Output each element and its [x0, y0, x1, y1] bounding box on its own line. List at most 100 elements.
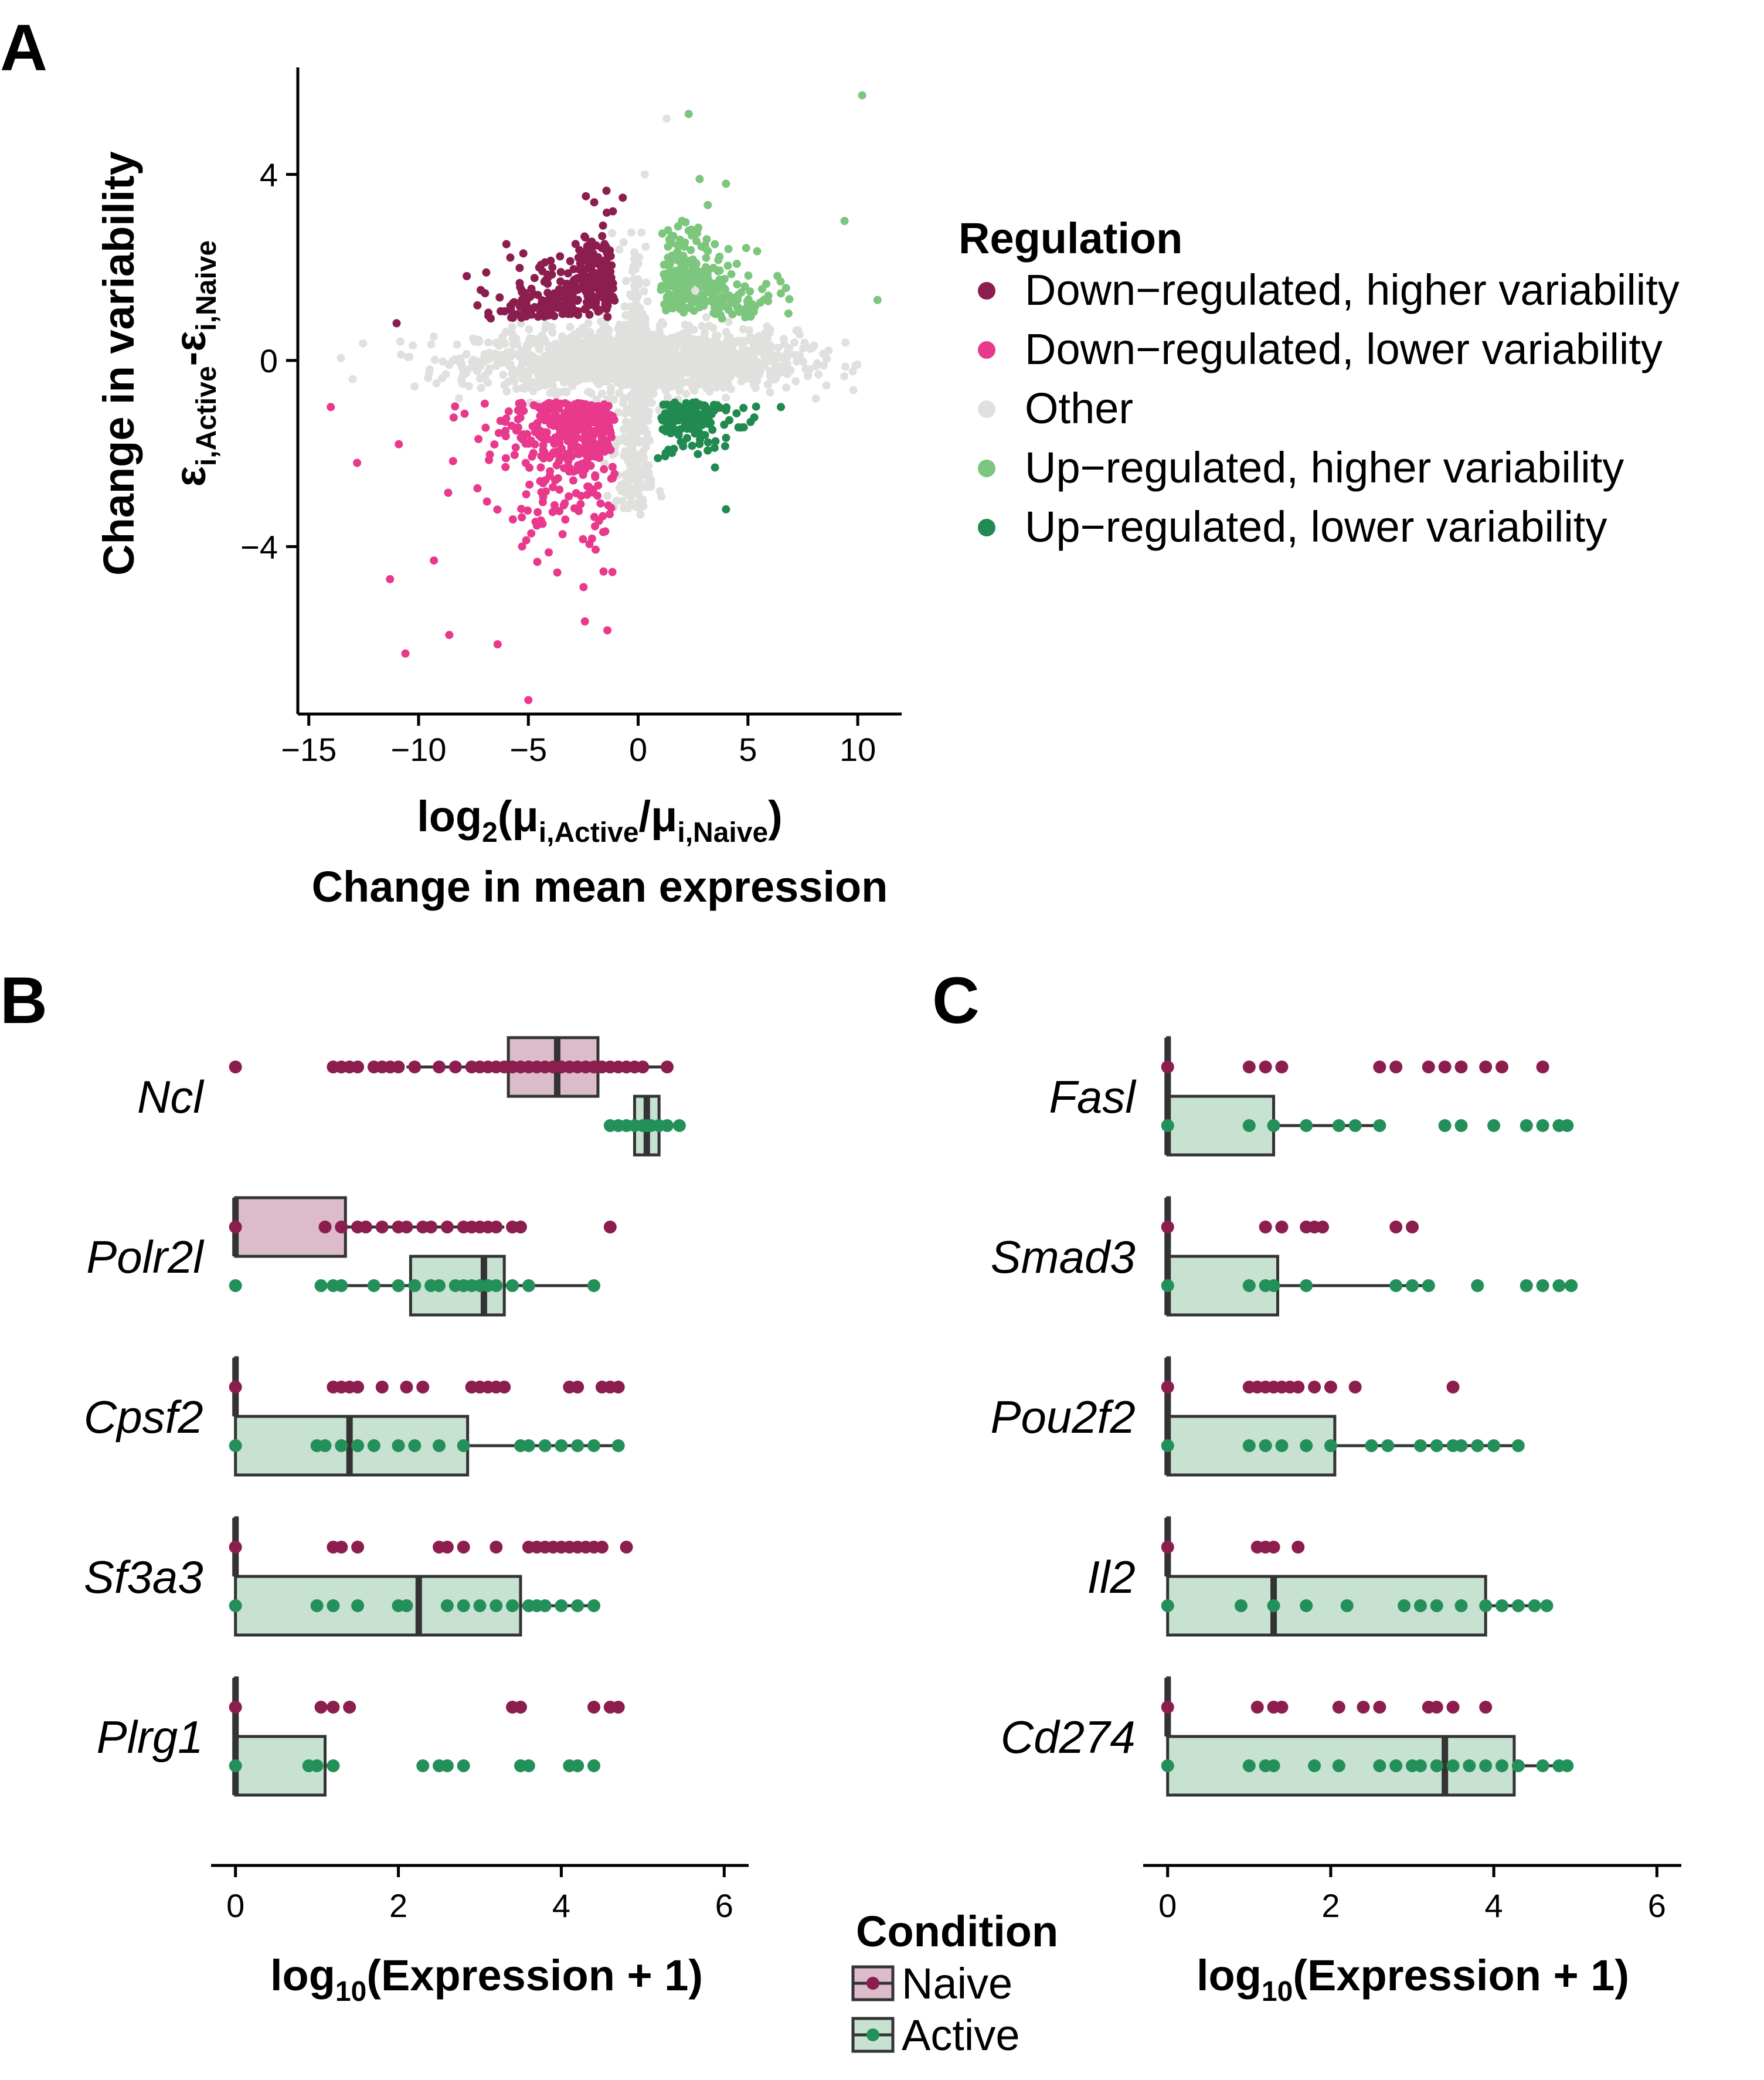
naive-point [620, 1541, 633, 1554]
point-down-higher [516, 283, 525, 291]
point-other [639, 339, 648, 348]
point-up-higher [662, 306, 671, 315]
point-down-lower [560, 499, 569, 508]
naive-point [1291, 1381, 1305, 1394]
point-other [502, 387, 511, 396]
point-down-higher [521, 312, 529, 321]
gene-label: Il2 [1087, 1551, 1135, 1603]
point-down-higher [566, 257, 575, 266]
point-other [742, 374, 750, 383]
point-other [645, 381, 654, 390]
point-other [706, 346, 715, 354]
legend-label-up-lower: Up−regulated, lower variability [1025, 502, 1607, 551]
point-up-lower [777, 403, 785, 412]
a-x-ticks: −15 −10 −5 0 5 10 [281, 714, 876, 768]
point-other [791, 351, 799, 359]
point-other [590, 350, 599, 358]
panel-letter-a: A [0, 11, 47, 84]
active-point [1340, 1599, 1354, 1612]
naive-point [595, 1541, 609, 1554]
active-point [538, 1599, 552, 1612]
point-other [574, 349, 583, 358]
a-xlabel-sub-naive: i,Naive [677, 817, 768, 848]
active-point [1520, 1119, 1533, 1132]
point-down-higher [606, 251, 615, 260]
point-down-higher [502, 240, 511, 249]
naive-point [351, 1541, 365, 1554]
point-other [822, 381, 831, 390]
point-up-higher [742, 244, 750, 252]
point-up-higher [694, 223, 703, 232]
naive-point [498, 1381, 511, 1394]
point-down-higher [590, 198, 599, 207]
gene-label: Smad3 [991, 1231, 1136, 1283]
point-down-lower [496, 416, 505, 425]
active-point [1300, 1119, 1313, 1132]
point-up-higher [681, 218, 690, 227]
point-down-lower [553, 568, 562, 577]
point-down-lower [570, 443, 579, 452]
point-up-lower [702, 414, 711, 423]
point-other [608, 229, 617, 237]
point-down-lower [504, 407, 513, 416]
point-down-lower [599, 528, 607, 536]
point-down-lower [516, 413, 525, 422]
active-point [400, 1599, 413, 1612]
point-other [508, 329, 517, 338]
gene-label: Cpsf2 [84, 1391, 203, 1443]
point-other [799, 358, 807, 366]
point-other [715, 344, 723, 352]
point-down-lower [596, 425, 604, 434]
point-other [678, 349, 687, 358]
condition-swatch-dot-active [866, 2028, 879, 2041]
legend-label-other: Other [1025, 384, 1133, 433]
point-other [702, 313, 711, 321]
point-other [712, 383, 720, 392]
point-down-higher [602, 186, 611, 195]
b-xlabel-post: (Expression + 1) [366, 1951, 703, 2000]
point-up-higher [668, 299, 677, 308]
point-up-higher [668, 270, 677, 279]
point-other [615, 245, 624, 254]
point-up-higher [744, 271, 753, 280]
active-point [335, 1279, 348, 1292]
point-up-lower [694, 417, 703, 426]
point-down-higher [484, 311, 493, 320]
active-point [506, 1599, 519, 1612]
point-other [630, 346, 638, 355]
point-other [662, 114, 671, 123]
naive-point [440, 1221, 454, 1233]
active-point [1430, 1439, 1443, 1452]
point-down-lower [590, 512, 599, 521]
point-down-lower [607, 474, 616, 483]
point-down-higher [515, 302, 524, 311]
point-up-higher [685, 304, 694, 312]
point-other [542, 320, 550, 329]
point-up-higher [687, 277, 696, 286]
a-ylabel-dash: -ε [166, 331, 215, 366]
point-other [620, 302, 629, 311]
point-other [549, 382, 558, 390]
active-point [1332, 1119, 1345, 1132]
point-other [766, 388, 774, 397]
active-point [1565, 1279, 1578, 1292]
active-point [587, 1439, 601, 1452]
point-down-lower [591, 441, 600, 450]
active-point [1406, 1279, 1419, 1292]
point-other [685, 349, 694, 358]
active-point [1540, 1599, 1554, 1612]
point-other [525, 325, 533, 334]
point-other [762, 342, 771, 351]
active-point [1161, 1119, 1174, 1132]
point-down-lower [582, 443, 591, 451]
point-down-lower [573, 419, 582, 427]
point-down-higher [540, 277, 549, 286]
regulation-legend-items: Down−regulated, higher variability Down−r… [978, 266, 1680, 551]
point-down-lower [558, 444, 566, 453]
point-up-higher [674, 284, 682, 293]
point-up-higher [678, 257, 686, 266]
point-other [509, 340, 518, 349]
active-point [506, 1279, 519, 1292]
point-down-lower [539, 479, 548, 488]
point-other [528, 363, 537, 372]
